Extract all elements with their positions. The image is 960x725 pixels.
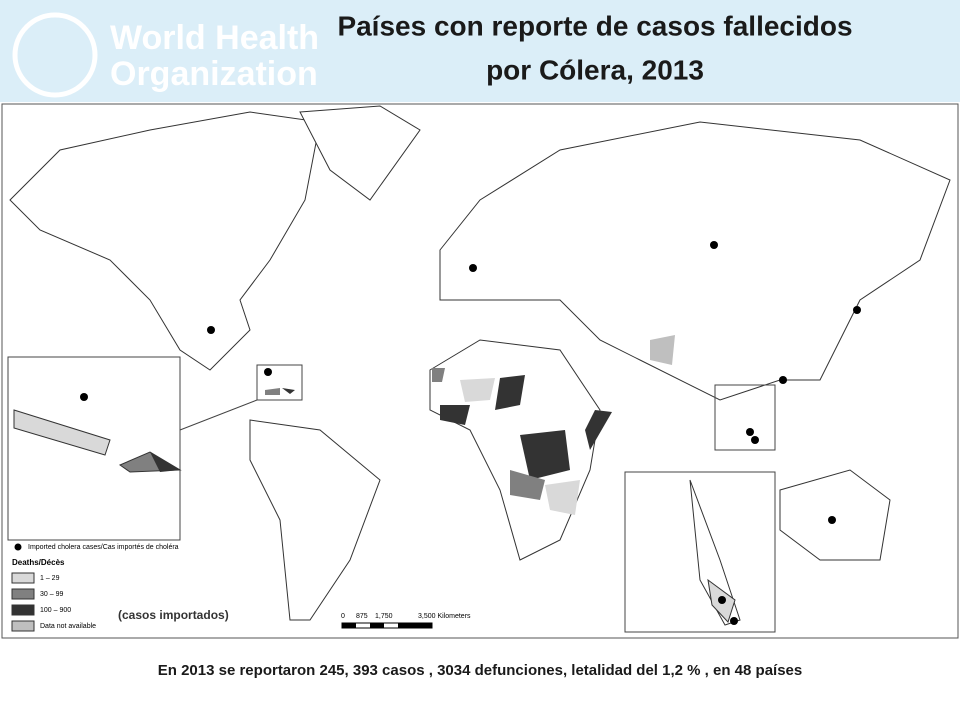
map-shape (730, 617, 738, 625)
map-shape (432, 368, 445, 382)
map-shape (13, 409, 111, 456)
scale-label: 875 (356, 613, 368, 620)
map-shape (828, 516, 836, 524)
map-shape (11, 588, 35, 600)
footer: En 2013 se reportaron 245, 393 casos , 3… (158, 662, 802, 679)
map-shape (718, 596, 726, 604)
title: Países con reporte de casos fallecidos (337, 10, 852, 41)
legend-heading: Deaths/Décès (12, 558, 65, 567)
map-shape (249, 419, 381, 621)
map-shape (779, 376, 787, 384)
map-shape (370, 623, 384, 628)
map-shape (746, 428, 754, 436)
map (9, 105, 951, 621)
legend-text: 100 – 900 (40, 607, 71, 614)
map-shape (265, 388, 280, 395)
map-shape (469, 264, 477, 272)
legend-text: 1 – 29 (40, 575, 60, 582)
map-shape (398, 623, 432, 628)
legend: Imported cholera cases/Cas importés de c… (11, 543, 179, 632)
map-shape (179, 399, 258, 431)
header-band (0, 0, 960, 102)
map-shape (650, 335, 675, 365)
legend-text: Imported cholera cases/Cas importés de c… (28, 544, 179, 551)
map-shape (520, 430, 570, 480)
map-shape (779, 469, 891, 561)
map-shape (150, 452, 180, 472)
map-shape (9, 111, 321, 371)
map-shape (714, 384, 776, 451)
scale-bar: 0 875 1,750 3,500 Kilometers (341, 613, 471, 629)
map-shape (460, 378, 495, 402)
scale-label: 3,500 Kilometers (418, 613, 471, 620)
map-shape (710, 241, 718, 249)
map-shape (264, 368, 272, 376)
scale-label: 1,750 (375, 613, 393, 620)
map-shape (585, 410, 612, 450)
map-shape (299, 105, 421, 201)
logo-text: World Health (110, 19, 319, 57)
map-shape (853, 306, 861, 314)
map-shape (510, 470, 545, 500)
title: por Cólera, 2013 (486, 54, 704, 85)
map-shape (207, 326, 215, 334)
map-shape (80, 393, 88, 401)
map-shape (256, 364, 303, 401)
legend-text: 30 – 99 (40, 591, 63, 598)
legend-text: Data not available (40, 623, 96, 630)
map-shape (11, 572, 35, 584)
map-shape (495, 375, 525, 410)
map-shape (751, 436, 759, 444)
map-shape (545, 480, 580, 515)
who-emblem (12, 12, 98, 98)
map-shape (440, 405, 470, 425)
annotation: (casos importados) (118, 608, 229, 622)
map-shape (14, 543, 22, 551)
map-shape (11, 620, 35, 632)
map-shape (282, 388, 295, 394)
logo-text: Organization (110, 55, 318, 93)
map-shape (11, 604, 35, 616)
inset-caribbean (7, 356, 303, 541)
map-shape (439, 121, 951, 401)
scale-label: 0 (341, 613, 345, 620)
inset-malaysia (624, 384, 776, 633)
map-shape (342, 623, 356, 628)
